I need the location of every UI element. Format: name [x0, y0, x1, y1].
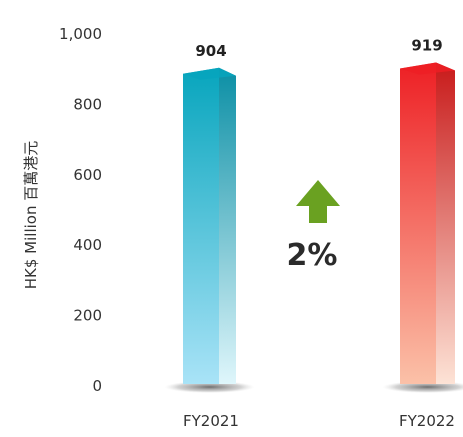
y-tick-label: 800 — [73, 95, 102, 113]
bar-FY2022 — [400, 62, 436, 385]
x-category-label: FY2021 — [183, 412, 239, 430]
y-tick-label: 1,000 — [59, 25, 102, 43]
y-tick-label: 400 — [73, 236, 102, 254]
x-category-label: FY2022 — [399, 412, 455, 430]
bar-value-label: 904 — [195, 42, 226, 60]
bars-group: 904 919 — [164, 37, 463, 393]
bar-top-cap — [183, 67, 236, 80]
bar-top-cap — [400, 62, 455, 75]
y-tick-label: 200 — [73, 307, 102, 325]
y-axis-label: HK$ Million 百萬港元 — [22, 141, 40, 290]
bar-side-face — [436, 62, 455, 385]
growth-percent-label: 2% — [287, 238, 338, 273]
bar-value-label: 919 — [411, 37, 442, 55]
y-tick-label: 0 — [92, 377, 102, 395]
y-tick-label: 600 — [73, 166, 102, 184]
category-labels: FY2021 FY2022 — [183, 412, 455, 430]
y-axis-ticks: 0 200 400 600 800 1,000 — [59, 25, 102, 395]
bar-shadow — [382, 381, 463, 393]
bar-FY2021 — [183, 67, 219, 385]
increase-arrow-icon — [296, 180, 340, 223]
bar-side-face — [219, 67, 236, 385]
